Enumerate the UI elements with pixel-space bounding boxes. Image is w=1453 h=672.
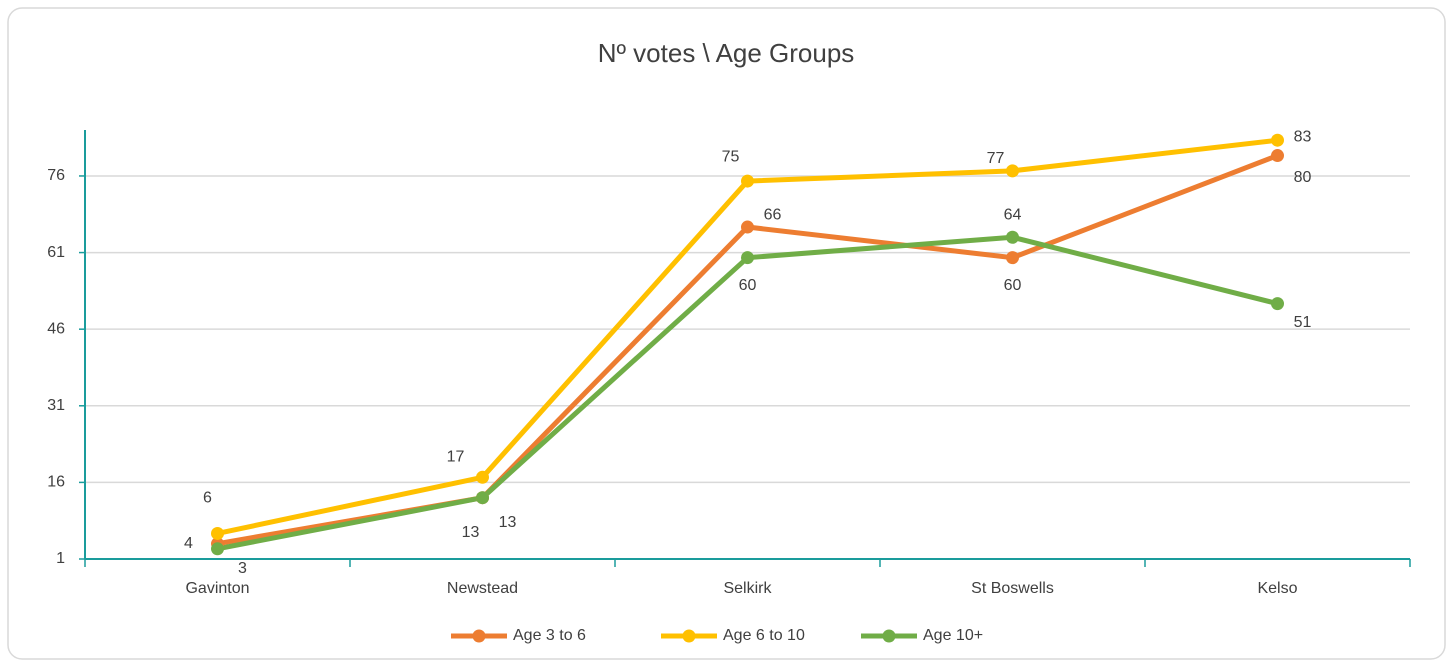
data-label: 60 xyxy=(1004,277,1022,294)
data-label: 17 xyxy=(447,449,465,466)
y-tick-label: 16 xyxy=(47,474,65,491)
data-label: 4 xyxy=(184,535,193,552)
chart-title: Nº votes \ Age Groups xyxy=(598,38,855,68)
data-point xyxy=(476,470,489,484)
x-tick-label: Kelso xyxy=(1257,580,1297,597)
data-point xyxy=(476,491,489,505)
data-label: 51 xyxy=(1294,314,1312,331)
data-label: 6 xyxy=(203,490,212,507)
data-point xyxy=(741,174,754,188)
y-tick-label: 31 xyxy=(47,397,65,414)
data-point xyxy=(1006,251,1019,265)
data-label: 13 xyxy=(499,514,517,531)
data-point xyxy=(1271,297,1284,311)
legend-label: Age 3 to 6 xyxy=(513,627,586,644)
x-tick-label: Selkirk xyxy=(723,580,772,597)
data-point xyxy=(1006,230,1019,244)
x-tick-label: Newstead xyxy=(447,580,518,597)
y-tick-label: 46 xyxy=(47,320,65,337)
y-tick-label: 76 xyxy=(47,167,65,184)
legend-label: Age 6 to 10 xyxy=(723,627,805,644)
x-tick-label: Gavinton xyxy=(185,580,249,597)
y-tick-label: 61 xyxy=(47,244,65,261)
data-point xyxy=(211,542,224,556)
data-point xyxy=(1271,133,1284,147)
data-point xyxy=(211,526,224,540)
data-label: 75 xyxy=(722,148,740,165)
legend-marker xyxy=(882,629,896,643)
legend-marker xyxy=(682,629,696,643)
legend-label: Age 10+ xyxy=(923,627,983,644)
x-tick-label: St Boswells xyxy=(971,580,1054,597)
data-label: 77 xyxy=(987,150,1005,167)
chart-frame xyxy=(7,7,1446,660)
data-label: 13 xyxy=(462,524,480,541)
data-label: 3 xyxy=(238,560,247,577)
data-label: 80 xyxy=(1294,169,1312,186)
data-point xyxy=(1271,149,1284,163)
y-tick-label: 1 xyxy=(56,550,65,567)
data-label: 66 xyxy=(764,206,782,223)
data-point xyxy=(741,220,754,234)
legend-marker xyxy=(472,629,486,643)
data-point xyxy=(741,251,754,265)
data-label: 60 xyxy=(739,277,757,294)
data-label: 83 xyxy=(1294,128,1312,145)
data-label: 64 xyxy=(1004,206,1022,223)
data-point xyxy=(1006,164,1019,178)
